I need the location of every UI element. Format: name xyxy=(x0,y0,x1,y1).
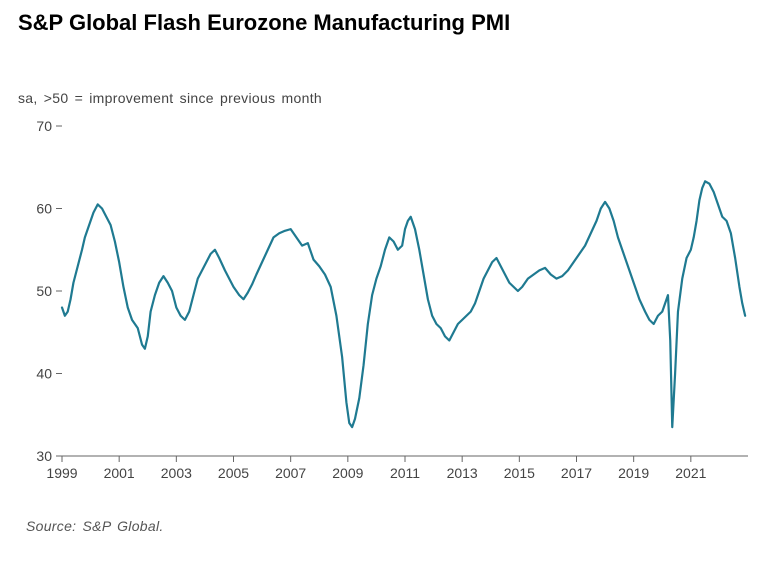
y-tick-label: 60 xyxy=(36,201,52,217)
x-tick-label: 2019 xyxy=(618,465,649,481)
y-tick-label: 40 xyxy=(36,366,52,382)
chart-container: 30 40 50 60 70 1999 2001 2003 2005 2007 2009 2011 20… xyxy=(18,118,756,498)
x-tick-label: 2011 xyxy=(390,465,420,481)
x-tick-label: 2005 xyxy=(218,465,249,481)
x-tick-label: 2007 xyxy=(275,465,306,481)
x-tick-label: 1999 xyxy=(46,465,77,481)
x-tick-label: 2013 xyxy=(447,465,478,481)
pmi-series-line xyxy=(62,181,745,427)
page: S&P Global Flash Eurozone Manufacturing … xyxy=(0,0,775,565)
chart-source: Source: S&P Global. xyxy=(26,518,164,534)
x-tick-label: 2001 xyxy=(104,465,135,481)
x-tick-label: 2015 xyxy=(504,465,535,481)
chart-title: S&P Global Flash Eurozone Manufacturing … xyxy=(18,10,510,36)
y-tick-label: 50 xyxy=(36,283,52,299)
line-chart: 30 40 50 60 70 1999 2001 2003 2005 2007 2009 2011 20… xyxy=(18,118,756,498)
x-tick-label: 2009 xyxy=(332,465,363,481)
x-tick-label: 2017 xyxy=(561,465,592,481)
x-tick-label: 2021 xyxy=(675,465,706,481)
y-tick-label: 70 xyxy=(36,118,52,134)
x-tick-label: 2003 xyxy=(161,465,192,481)
y-tick-label: 30 xyxy=(36,448,52,464)
chart-subtitle: sa, >50 = improvement since previous mon… xyxy=(18,90,322,106)
